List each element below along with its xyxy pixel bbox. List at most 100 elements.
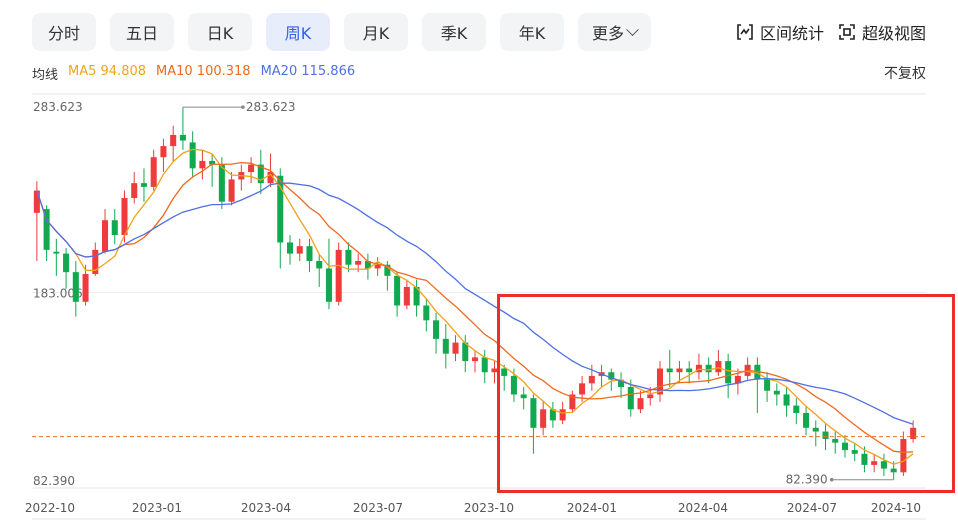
candle-body [209, 160, 216, 165]
tab-label: 月K [362, 24, 390, 43]
candle-body [871, 461, 878, 465]
candle-body [296, 246, 303, 254]
candle-body [462, 342, 469, 362]
candle-body [627, 387, 634, 410]
candle-body [82, 273, 89, 302]
candle-body [277, 175, 284, 243]
candle-body [841, 442, 848, 451]
candle-body [803, 412, 810, 428]
x-tick-label: 2024-10 [871, 501, 921, 515]
candle-body [481, 357, 488, 373]
candle-body [403, 286, 410, 306]
y-tick-label: 82.390 [33, 474, 75, 488]
candle-body [764, 379, 771, 391]
tab-4[interactable]: 月K [344, 13, 408, 51]
candle-body [267, 172, 274, 184]
candle-body [316, 261, 323, 269]
tab-label: 日K [206, 24, 234, 43]
candle-body [647, 394, 654, 399]
super-view-button[interactable]: 超级视图 [838, 20, 926, 44]
candle-body [822, 431, 829, 439]
candle-body [53, 251, 60, 254]
candle-body [92, 249, 99, 274]
candle-body [394, 275, 401, 306]
candle-body [686, 368, 693, 373]
candle-body [520, 394, 527, 399]
candle-body [588, 375, 595, 384]
candle-body [773, 390, 780, 395]
tab-2[interactable]: 日K [188, 13, 252, 51]
x-tick-label: 2023-01 [132, 501, 182, 515]
candle-body [43, 209, 50, 250]
candle-body [442, 338, 449, 354]
tab-3[interactable]: 周K [266, 13, 330, 51]
candle-body [140, 183, 147, 187]
tab-0[interactable]: 分时 [32, 13, 96, 51]
tab-label: 年K [518, 24, 546, 43]
tab-5[interactable]: 季K [422, 13, 486, 51]
candle-body [715, 361, 722, 373]
ma20-line [36, 182, 914, 425]
low-annotation-label: 82.390 [786, 473, 828, 487]
candle-body [910, 427, 917, 439]
candle-body [384, 264, 391, 276]
candle-body [900, 438, 907, 473]
candle-body [569, 394, 576, 410]
candle-body [491, 368, 498, 373]
candle-body [160, 146, 167, 158]
toolbar-right: 区间统计 超级视图 [736, 20, 926, 44]
ma5-value: MA5 94.808 [68, 64, 147, 79]
candle-body [131, 183, 138, 198]
ma20-value: MA20 115.866 [260, 64, 356, 79]
candle-body [286, 242, 294, 254]
candle-body [413, 286, 420, 306]
candle-body [471, 357, 479, 362]
candle-body [637, 398, 644, 410]
candle-body [433, 320, 440, 339]
kline-chart[interactable]: 283.623 183.006 82.390 283.623 82.390 2022-10… [0, 84, 958, 528]
candle-body [218, 164, 225, 202]
tab-label: 五日 [125, 24, 158, 43]
x-tick-label: 2024-01 [567, 501, 617, 515]
candle-body [579, 383, 586, 395]
candle-body [228, 179, 235, 202]
high-annotation-label: 283.623 [246, 100, 296, 114]
ma10-value: MA10 100.318 [156, 64, 251, 79]
candle-body [364, 261, 371, 269]
high-annotation-dot [241, 105, 245, 109]
candle-body [851, 450, 858, 454]
ma10-line [36, 161, 914, 453]
tab-1[interactable]: 五日 [110, 13, 174, 51]
candle-body [608, 372, 615, 380]
candle-body [793, 405, 800, 413]
super-view-label: 超级视图 [861, 24, 926, 43]
tab-label: 周K [284, 24, 312, 43]
candle-body [374, 264, 381, 269]
candle-body [257, 164, 264, 184]
candle-body [530, 398, 537, 428]
candle-body [189, 142, 196, 169]
candle-body [423, 305, 430, 321]
candle-body [199, 160, 206, 169]
candle-body [695, 364, 702, 373]
range-stats-icon [736, 23, 754, 41]
ma-legend: 均线 MA5 94.808 MA10 100.318 MA20 115.866 [32, 64, 355, 83]
range-stats-label: 区间统计 [759, 24, 824, 43]
adjust-mode[interactable]: 不复权 [884, 66, 926, 82]
candle-body [72, 272, 79, 302]
candle-body [832, 438, 839, 443]
low-annotation-dot [829, 477, 834, 482]
range-stats-button[interactable]: 区间统计 [736, 20, 824, 44]
candle-body [452, 342, 459, 354]
tab-7[interactable]: 更多 [578, 13, 652, 51]
tab-6[interactable]: 年K [500, 13, 564, 51]
candle-body [501, 368, 508, 376]
candle-body [880, 461, 887, 469]
candle-body [812, 427, 819, 432]
candle-body [33, 190, 40, 213]
candle-body [890, 468, 897, 473]
candle-body [121, 197, 128, 236]
y-tick-label: 183.006 [33, 287, 83, 301]
candle-body [345, 249, 352, 265]
x-tick-label: 2023-07 [353, 501, 403, 515]
